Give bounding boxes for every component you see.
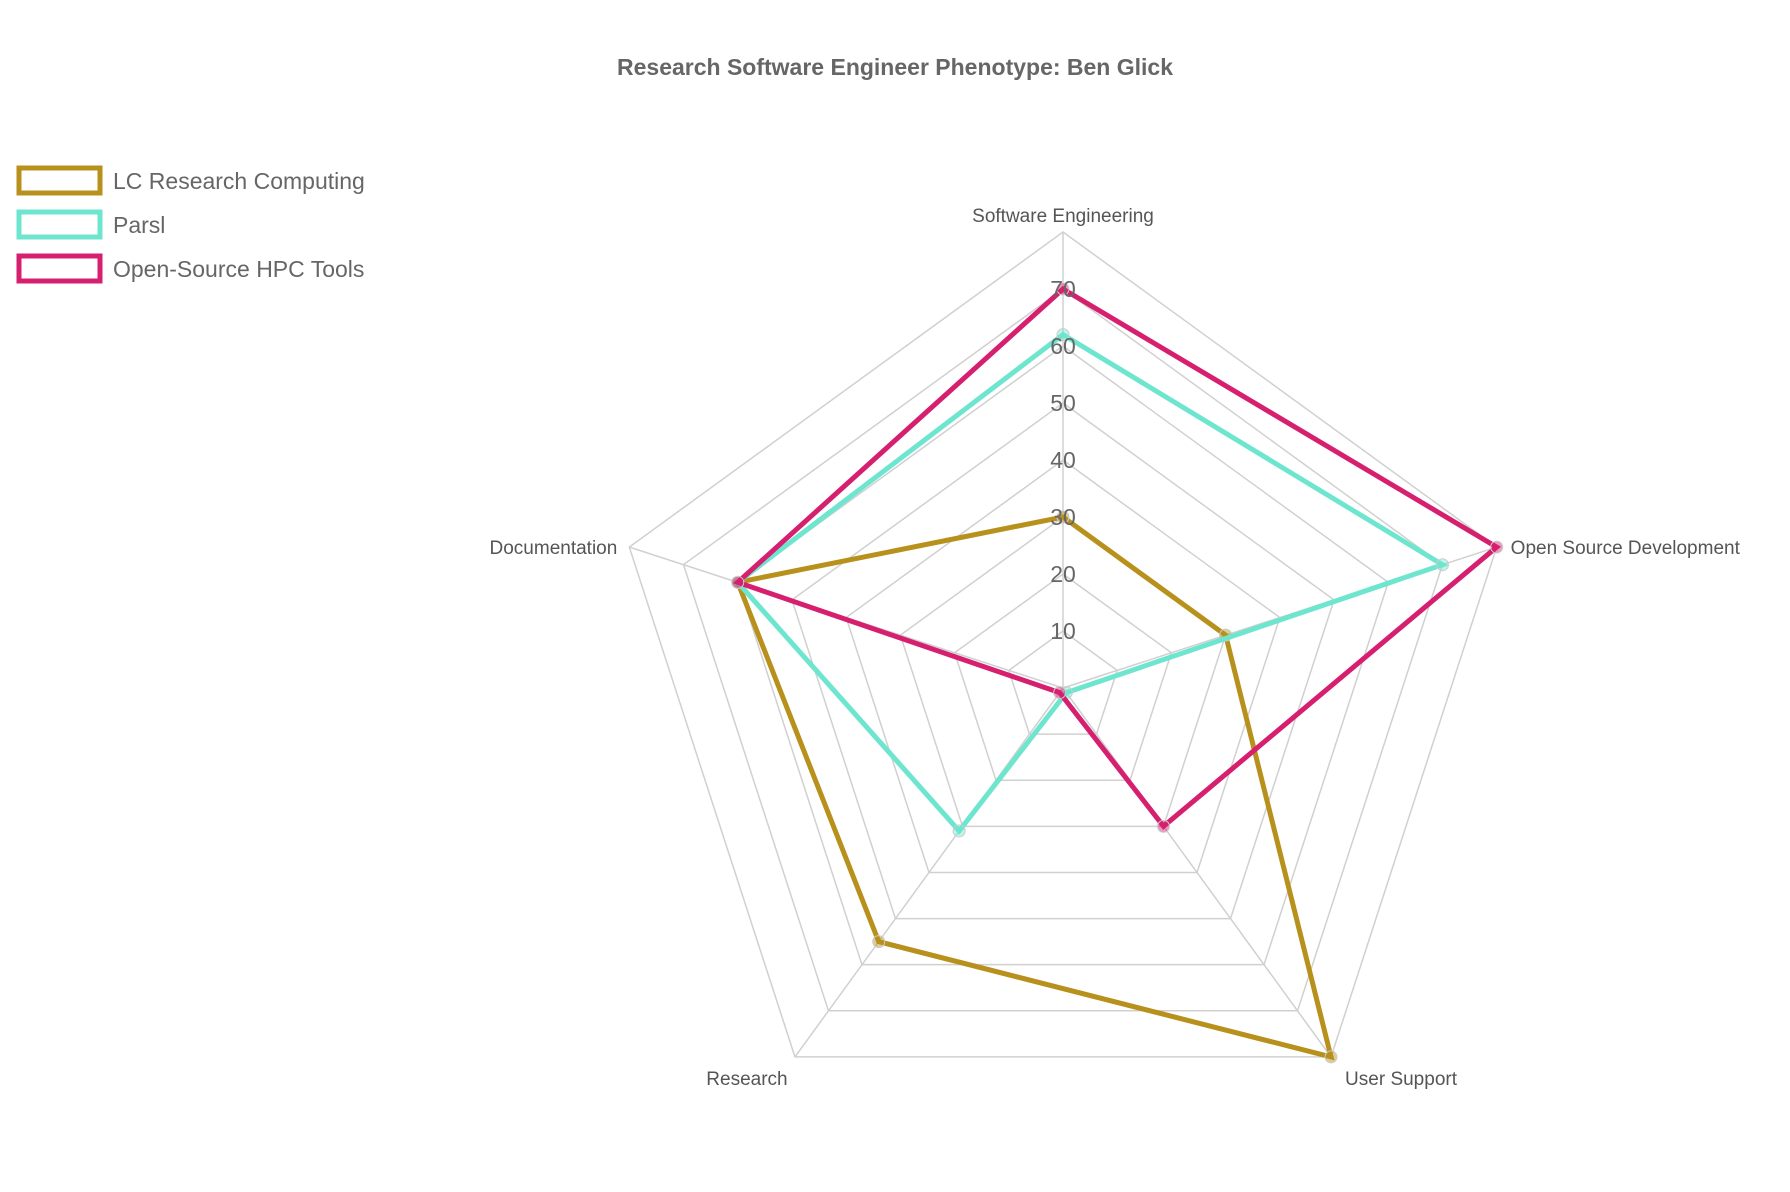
tick-label: 20 [1050, 561, 1076, 587]
series-line-3 [732, 285, 1501, 830]
legend-swatch [16, 165, 103, 196]
data-point [1490, 540, 1504, 554]
data-point [872, 935, 886, 949]
grid-spoke [1062, 687, 1332, 1058]
tick-label: 10 [1050, 618, 1076, 644]
grid-ring [628, 231, 1498, 1058]
chart-title: Research Software Engineer Phenotype: Be… [617, 54, 1173, 80]
tick-label: 40 [1050, 447, 1076, 473]
data-point [731, 575, 745, 589]
data-point [1056, 510, 1070, 524]
data-point [952, 824, 966, 838]
data-point [1053, 686, 1067, 700]
legend: LC Research Computing Parsl Open-Source HP… [16, 165, 365, 284]
legend-label: LC Research Computing [113, 168, 365, 194]
data-point [1056, 328, 1070, 342]
legend-label: Parsl [113, 212, 165, 238]
legend-swatch [16, 253, 103, 284]
tick-label: 70 [1050, 276, 1076, 302]
axis-label: User Support [1345, 1069, 1458, 1090]
tick-label: 50 [1050, 390, 1076, 416]
grid-spoke [794, 687, 1064, 1058]
data-point [1157, 819, 1171, 833]
axis-label: Research [706, 1069, 787, 1090]
legend-label: Open-Source HPC Tools [113, 256, 364, 282]
axis-label: Open Source Development [1511, 538, 1741, 559]
tick-label: 60 [1050, 333, 1076, 359]
radar-axis-labels: Software Engineering Open Source Developm… [490, 206, 1741, 1090]
legend-swatch [16, 209, 103, 240]
grid-ring [845, 459, 1281, 874]
data-point [1435, 558, 1449, 572]
data-point [1056, 282, 1070, 296]
series-line-2 [734, 331, 1449, 835]
grid-ring [682, 288, 1444, 1012]
grid-ring [1007, 630, 1119, 735]
grid-ring [953, 573, 1173, 781]
data-point [1324, 1050, 1338, 1064]
radial-tick-labels: 10 20 30 40 50 60 70 [1050, 276, 1076, 644]
grid-ring [791, 402, 1335, 920]
tick-label: 30 [1050, 504, 1076, 530]
radar-series [731, 282, 1504, 1064]
axis-label: Documentation [490, 538, 618, 559]
axis-label: Software Engineering [972, 206, 1154, 227]
series-line-1 [734, 514, 1335, 1061]
